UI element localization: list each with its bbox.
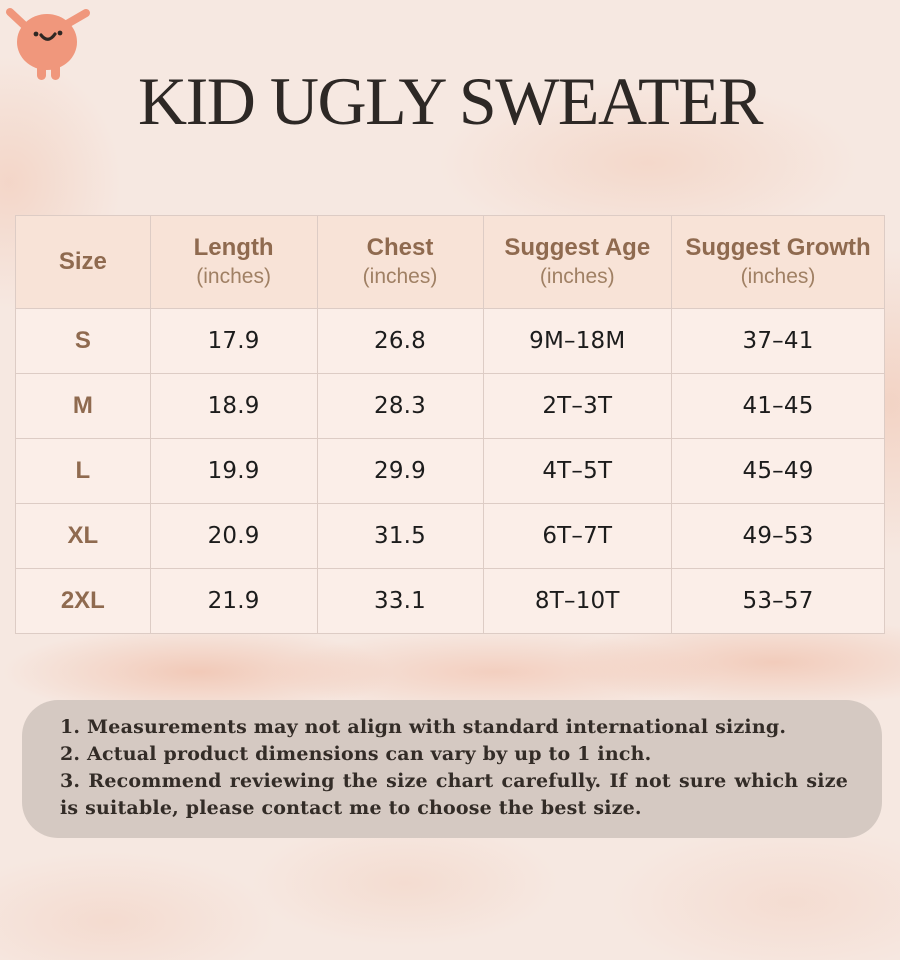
growth-value: 41–45: [671, 373, 885, 439]
column-sublabel: (inches): [362, 265, 438, 288]
chest-value: 29.9: [316, 438, 484, 504]
growth-value: 49–53: [671, 503, 885, 569]
note-item-1: 1. Measurements may not align with stand…: [60, 716, 787, 738]
column-label: Suggest Growth: [685, 234, 871, 261]
size-value: XL: [15, 503, 151, 569]
column-label: Suggest Age: [504, 234, 651, 261]
age-value: 6T–7T: [482, 503, 673, 569]
column-header-size: Size: [15, 215, 151, 309]
table-row-xl: XL 20.9 31.5 6T–7T 49–53: [15, 503, 885, 569]
column-header-chest: Chest (inches): [316, 215, 484, 309]
smiling-blob-mascot-icon: [6, 8, 90, 80]
length-value: 18.9: [149, 373, 318, 439]
column-label: Length: [193, 234, 274, 261]
chest-value: 33.1: [316, 568, 484, 634]
size-value: L: [15, 438, 151, 504]
page-title: KID UGLY SWEATER: [138, 63, 763, 139]
size-value: M: [15, 373, 151, 439]
column-label: Chest: [366, 234, 434, 261]
table-row-s: S 17.9 26.8 9M–18M 37–41: [15, 308, 885, 374]
age-value: 2T–3T: [482, 373, 673, 439]
growth-value: 53–57: [671, 568, 885, 634]
note-item-2: 2. Actual product dimensions can vary by…: [60, 743, 652, 765]
age-value: 8T–10T: [482, 568, 673, 634]
note-item-3: 3. Recommend reviewing the size chart ca…: [60, 770, 848, 819]
growth-value: 37–41: [671, 308, 885, 374]
age-value: 9M–18M: [482, 308, 673, 374]
table-row-m: M 18.9 28.3 2T–3T 41–45: [15, 373, 885, 439]
column-sublabel: (inches): [539, 265, 615, 288]
table-row-l: L 19.9 29.9 4T–5T 45–49: [15, 438, 885, 504]
table-header-row: Size Length (inches) Chest (inches) Sugg…: [15, 215, 885, 309]
growth-value: 45–49: [671, 438, 885, 504]
age-value: 4T–5T: [482, 438, 673, 504]
column-label: Size: [58, 248, 107, 275]
length-value: 20.9: [149, 503, 318, 569]
size-chart-table: Size Length (inches) Chest (inches) Sugg…: [15, 215, 885, 634]
length-value: 21.9: [149, 568, 318, 634]
sizing-notes-panel: 1. Measurements may not align with stand…: [22, 700, 882, 838]
chest-value: 28.3: [316, 373, 484, 439]
column-sublabel: (inches): [196, 265, 271, 288]
size-value: S: [15, 308, 151, 374]
length-value: 19.9: [149, 438, 318, 504]
column-header-suggest-growth: Suggest Growth (inches): [671, 215, 885, 309]
chest-value: 31.5: [316, 503, 484, 569]
length-value: 17.9: [149, 308, 318, 374]
column-header-suggest-age: Suggest Age (inches): [482, 215, 673, 309]
column-header-length: Length (inches): [149, 215, 318, 309]
chest-value: 26.8: [316, 308, 484, 374]
table-row-2xl: 2XL 21.9 33.1 8T–10T 53–57: [15, 568, 885, 634]
column-sublabel: (inches): [740, 265, 816, 288]
size-value: 2XL: [15, 568, 151, 634]
